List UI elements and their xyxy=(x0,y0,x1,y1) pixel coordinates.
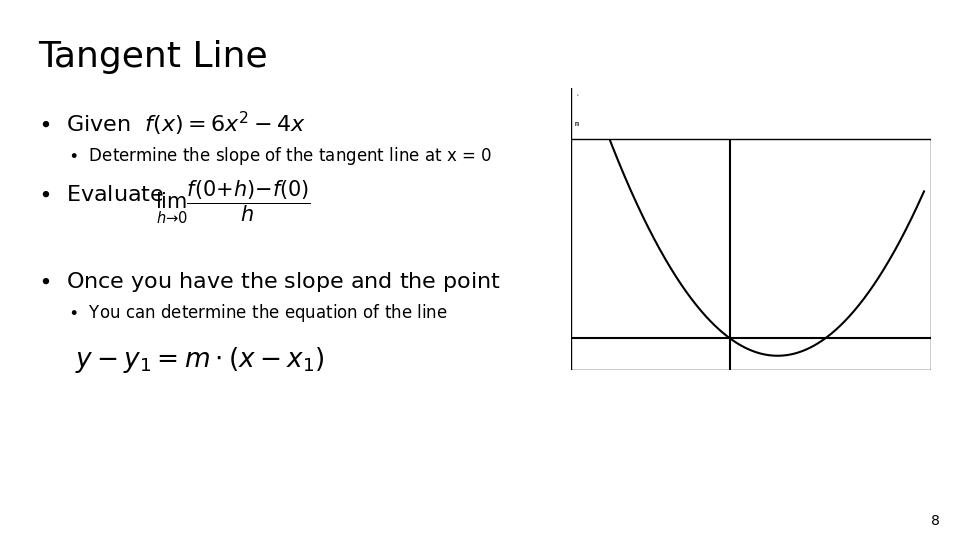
Text: $\lim_{h\to 0}\dfrac{f(0+h)-f(0)}{h}$: $\lim_{h\to 0}\dfrac{f(0+h)-f(0)}{h}$ xyxy=(155,178,311,226)
Text: $\bullet$  Given  $f(x) = 6x^2 - 4x$: $\bullet$ Given $f(x) = 6x^2 - 4x$ xyxy=(38,110,306,138)
Text: m: m xyxy=(575,121,579,127)
Text: $\bullet$  Determine the slope of the tangent line at x = 0: $\bullet$ Determine the slope of the tan… xyxy=(68,145,492,167)
Text: $y - y_1 = m\cdot(x - x_1)$: $y - y_1 = m\cdot(x - x_1)$ xyxy=(75,345,324,375)
Bar xyxy=(571,139,931,370)
Text: Tangent Line: Tangent Line xyxy=(38,40,268,74)
Text: 8: 8 xyxy=(931,514,940,528)
Text: $\bullet$  Evaluate: $\bullet$ Evaluate xyxy=(38,185,164,205)
Text: $\bullet$  Once you have the slope and the point: $\bullet$ Once you have the slope and th… xyxy=(38,270,501,294)
Text: $\bullet$  You can determine the equation of the line: $\bullet$ You can determine the equation… xyxy=(68,302,447,324)
Text: `: ` xyxy=(575,95,579,102)
